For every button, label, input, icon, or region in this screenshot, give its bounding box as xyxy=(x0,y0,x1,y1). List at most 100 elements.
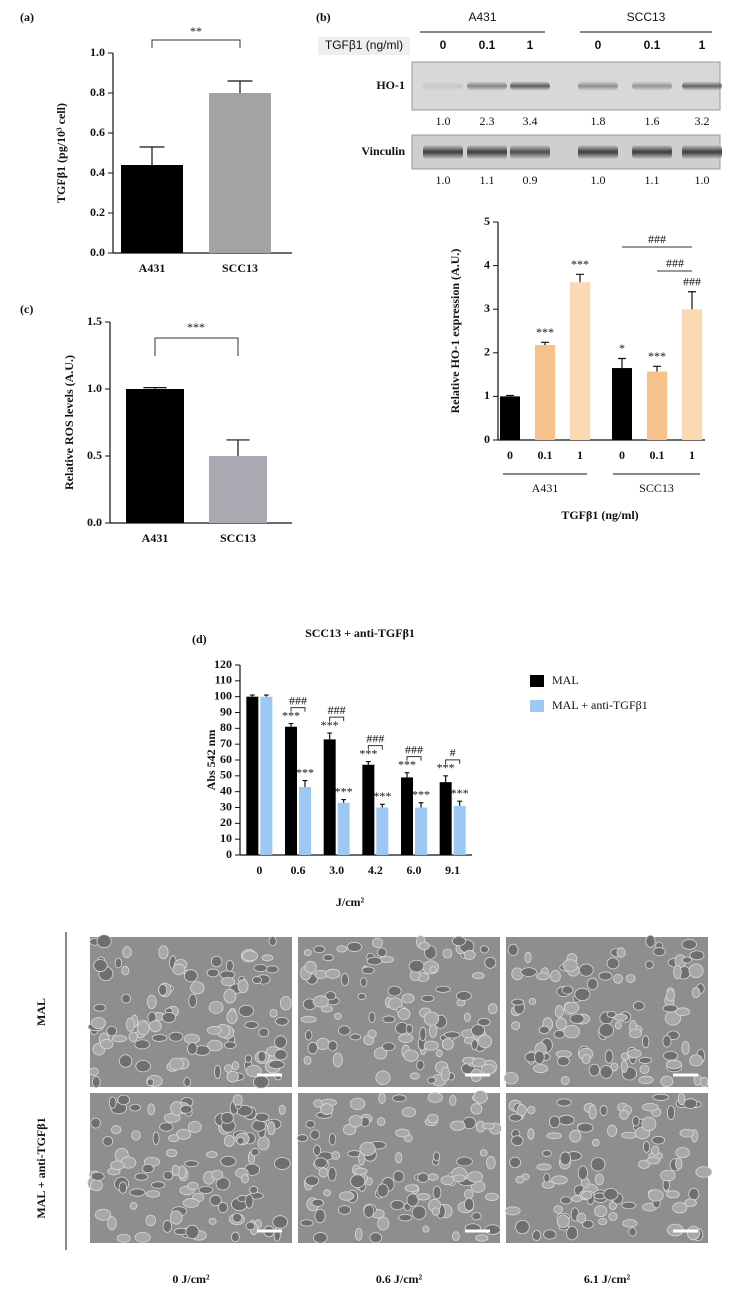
cell xyxy=(566,1225,579,1241)
cell xyxy=(638,1075,654,1085)
cell xyxy=(627,1049,642,1058)
cell xyxy=(211,1169,224,1181)
cell xyxy=(89,1067,99,1076)
cell xyxy=(125,1017,135,1032)
cell xyxy=(268,1059,285,1070)
cell xyxy=(456,1156,473,1167)
cell xyxy=(171,1165,180,1176)
y-tick-label: 80 xyxy=(220,720,232,734)
cell xyxy=(651,1135,665,1145)
cell xyxy=(569,1013,585,1024)
cell xyxy=(147,1103,156,1116)
cell xyxy=(198,1185,214,1194)
cell xyxy=(382,1042,396,1052)
cell xyxy=(309,1129,321,1140)
y-axis-label: Relative HO-1 expression (A.U.) xyxy=(448,249,462,414)
cell xyxy=(614,1021,622,1030)
blot-band xyxy=(510,81,550,91)
blot-band xyxy=(467,81,507,91)
cell xyxy=(93,959,108,972)
cell xyxy=(427,1173,439,1181)
cell xyxy=(532,1230,542,1241)
bar xyxy=(401,777,413,855)
cell xyxy=(449,1095,457,1106)
cell xyxy=(480,1063,496,1075)
cell xyxy=(377,947,387,958)
x-tick-label: 0 xyxy=(619,448,625,462)
cell xyxy=(594,1205,608,1218)
cell xyxy=(542,1149,552,1157)
y-tick-label: 0 xyxy=(226,847,232,861)
error-bar xyxy=(249,694,255,697)
cell xyxy=(662,1035,672,1048)
cell xyxy=(419,1026,427,1042)
cell xyxy=(226,1010,238,1024)
cell xyxy=(689,1054,703,1067)
cell xyxy=(631,1115,640,1127)
cell xyxy=(569,1129,582,1143)
cell xyxy=(440,1066,451,1082)
cell xyxy=(394,1152,403,1164)
cell xyxy=(397,1008,411,1020)
cell xyxy=(632,1001,645,1011)
cell xyxy=(96,934,112,949)
cell xyxy=(409,1072,420,1080)
cell xyxy=(208,1001,224,1014)
bar xyxy=(453,805,466,855)
y-tick-label: 0.2 xyxy=(90,205,105,219)
cell xyxy=(206,1151,218,1159)
cell xyxy=(353,1167,368,1176)
blot-band xyxy=(467,144,507,160)
x-tick-label: 0.1 xyxy=(538,448,553,462)
cell xyxy=(141,1163,155,1174)
cell xyxy=(681,956,693,964)
y-tick-label: 120 xyxy=(214,657,232,671)
cell xyxy=(392,1170,405,1183)
cell xyxy=(226,1070,239,1083)
cell xyxy=(388,997,403,1011)
cell xyxy=(348,1114,363,1128)
bar xyxy=(362,764,375,855)
cell xyxy=(444,1031,461,1039)
bracket xyxy=(151,39,241,48)
error-bar xyxy=(404,772,410,778)
cell xyxy=(111,1125,122,1135)
cell xyxy=(451,936,467,947)
bar xyxy=(500,396,520,440)
cell xyxy=(507,943,519,957)
error-bar xyxy=(139,146,165,165)
error-bar xyxy=(506,394,514,397)
y-tick-label: 0.0 xyxy=(87,515,102,529)
cell xyxy=(405,1024,414,1034)
cell xyxy=(110,1160,125,1171)
cell xyxy=(686,1225,701,1241)
cell xyxy=(265,965,279,974)
cell xyxy=(391,1094,407,1103)
cell xyxy=(116,1233,131,1243)
bar xyxy=(376,807,389,855)
cell xyxy=(354,1227,363,1241)
cell xyxy=(187,1042,198,1055)
cell xyxy=(303,949,312,957)
bar xyxy=(121,165,183,253)
cell xyxy=(604,1049,614,1064)
dose: 0.1 xyxy=(644,38,661,52)
panel-label: (a) xyxy=(20,10,34,24)
cell xyxy=(117,1094,130,1106)
cell xyxy=(175,1128,192,1140)
error-bar xyxy=(263,694,269,697)
cell xyxy=(312,995,329,1008)
cell xyxy=(561,985,574,995)
cell xyxy=(503,1071,519,1085)
bar xyxy=(209,456,267,523)
cell xyxy=(550,969,561,983)
cell xyxy=(245,1194,254,1209)
cell xyxy=(231,1212,243,1223)
cell xyxy=(185,1224,200,1239)
cell xyxy=(372,937,383,948)
error-bar xyxy=(418,802,424,808)
significance: *** xyxy=(373,789,391,803)
dose: 1 xyxy=(699,38,706,52)
cell xyxy=(673,964,682,980)
cell xyxy=(598,971,613,981)
